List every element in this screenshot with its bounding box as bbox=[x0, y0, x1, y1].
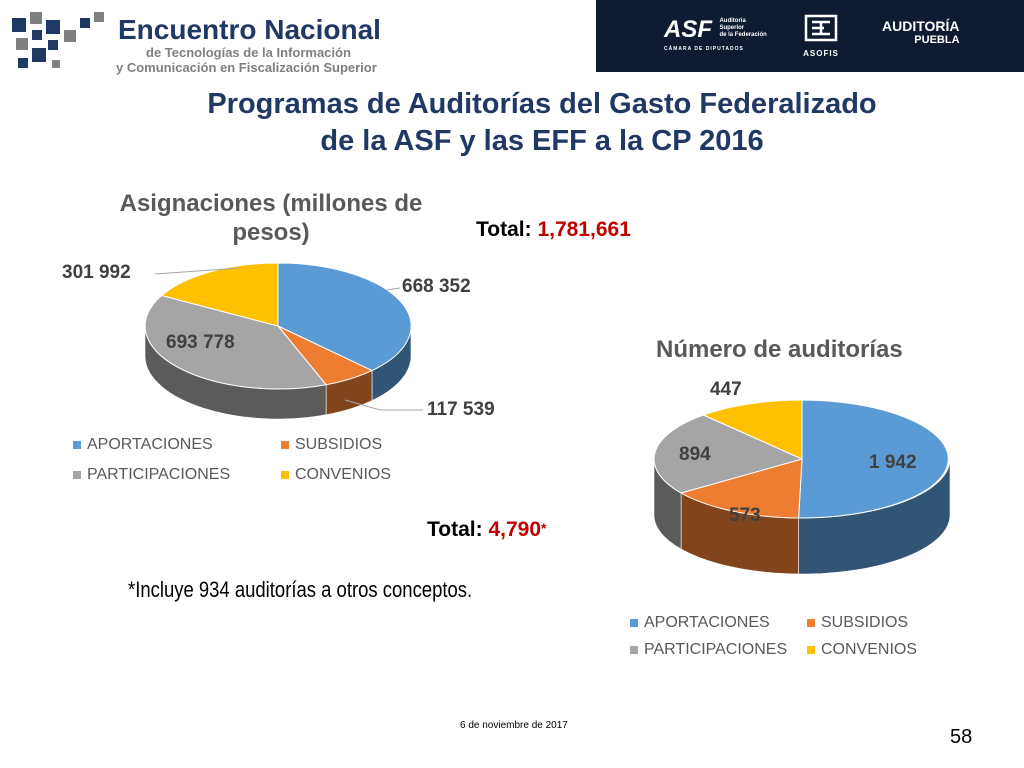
legend-swatch-subsidios bbox=[281, 441, 289, 449]
legend-swatch-aportaciones bbox=[73, 441, 81, 449]
asofis-logo-text: ASOFIS bbox=[803, 49, 839, 58]
data-label-subsidios: 117 539 bbox=[427, 399, 495, 420]
pie-slice-convenios bbox=[702, 399, 803, 460]
slide-title-line-2: de la ASF y las EFF a la CP 2016 bbox=[320, 125, 764, 157]
legend-swatch-participaciones bbox=[630, 646, 638, 654]
data-label-subsidios: 573 bbox=[729, 505, 761, 526]
puebla-logo-line-2: PUEBLA bbox=[914, 34, 960, 46]
slide-title: Programas de Auditorías del Gasto Federa… bbox=[0, 86, 1024, 160]
puebla-logo-line-1: AUDITORÍA bbox=[882, 18, 960, 34]
asf-logo-footer: CÁMARA DE DIPUTADOS bbox=[664, 46, 744, 52]
asf-logo-line-3: de la Federación bbox=[719, 32, 767, 38]
auditoria-puebla-logo: AUDITORÍA PUEBLA bbox=[882, 18, 960, 46]
leader-line-subsidios bbox=[344, 399, 423, 411]
legend-swatch-participaciones bbox=[73, 471, 81, 479]
partner-logos-band: ASF Auditoría Superior de la Federación … bbox=[596, 0, 1024, 72]
legend-label-subsidios: SUBSIDIOS bbox=[295, 436, 382, 453]
left-chart-title-line-2: pesos) bbox=[232, 219, 310, 246]
legend-label-subsidios: SUBSIDIOS bbox=[821, 614, 908, 631]
asf-logo-line-2: Superior bbox=[719, 25, 745, 31]
pie-slice-aportaciones bbox=[277, 262, 412, 372]
left-total: Total: 1,781,661 bbox=[476, 218, 631, 242]
right-total-value: 4,790 bbox=[488, 518, 542, 541]
legend-swatch-convenios bbox=[281, 471, 289, 479]
footer-date: 6 de noviembre de 2017 bbox=[460, 720, 568, 731]
logo-icon bbox=[12, 12, 104, 68]
pie-slice-convenios bbox=[160, 262, 279, 327]
legend-swatch-subsidios bbox=[807, 619, 815, 627]
right-chart-title: Número de auditorías bbox=[656, 336, 903, 363]
legend-label-participaciones: PARTICIPACIONES bbox=[87, 466, 230, 483]
brand-subtitle-1: de Tecnologías de la Información bbox=[146, 45, 351, 60]
slide-title-line-1: Programas de Auditorías del Gasto Federa… bbox=[207, 88, 877, 120]
legend-swatch-convenios bbox=[807, 646, 815, 654]
brand-subtitle-2: y Comunicación en Fiscalización Superior bbox=[116, 60, 377, 75]
brand-title: Encuentro Nacional bbox=[118, 14, 381, 45]
asf-logo-text: ASF bbox=[664, 16, 712, 43]
data-label-participaciones: 894 bbox=[679, 444, 711, 465]
legend-label-aportaciones: APORTACIONES bbox=[644, 614, 770, 631]
left-chart-title-line-1: Asignaciones (millones de bbox=[119, 190, 423, 217]
pie-slice-participaciones bbox=[653, 414, 804, 494]
right-pie-chart: 1 942 573 894 447 APORTACIONES SUBSIDIOS PARTI… bbox=[630, 379, 951, 658]
left-chart-title: Asignaciones (millones de pesos) bbox=[76, 189, 466, 247]
asofis-emblem-icon bbox=[804, 14, 838, 42]
asf-logo: ASF Auditoría Superior de la Federación … bbox=[664, 16, 767, 52]
pie-slice-aportaciones bbox=[798, 399, 949, 519]
data-label-convenios: 301 992 bbox=[62, 262, 131, 283]
leader-line-convenios bbox=[154, 267, 241, 275]
asf-logo-line-1: Auditoría bbox=[719, 18, 746, 24]
data-label-participaciones: 693 778 bbox=[166, 332, 235, 353]
right-total-asterisk: * bbox=[541, 520, 547, 536]
pie-slice-participaciones bbox=[144, 294, 328, 390]
left-total-value: 1,781,661 bbox=[537, 218, 631, 241]
data-label-convenios: 447 bbox=[710, 379, 742, 400]
right-total: Total: 4,790* bbox=[427, 518, 546, 542]
legend-label-convenios: CONVENIOS bbox=[821, 641, 917, 658]
asofis-logo: ASOFIS bbox=[798, 14, 844, 58]
data-label-aportaciones: 1 942 bbox=[869, 452, 917, 473]
left-pie-chart: 668 352 117 539 693 778 301 992 APORTACIONES… bbox=[62, 262, 495, 483]
left-total-label: Total: bbox=[476, 218, 532, 241]
pie-slice-subsidios bbox=[679, 458, 803, 519]
footnote: *Incluye 934 auditorías a otros concepto… bbox=[128, 577, 473, 602]
data-label-aportaciones: 668 352 bbox=[402, 276, 471, 297]
legend-label-participaciones: PARTICIPACIONES bbox=[644, 641, 787, 658]
legend-label-aportaciones: APORTACIONES bbox=[87, 436, 213, 453]
legend-swatch-aportaciones bbox=[630, 619, 638, 627]
legend-label-convenios: CONVENIOS bbox=[295, 466, 391, 483]
leader-line-aportaciones bbox=[385, 287, 401, 291]
slide-number: 58 bbox=[950, 726, 973, 748]
right-total-label: Total: bbox=[427, 518, 483, 541]
